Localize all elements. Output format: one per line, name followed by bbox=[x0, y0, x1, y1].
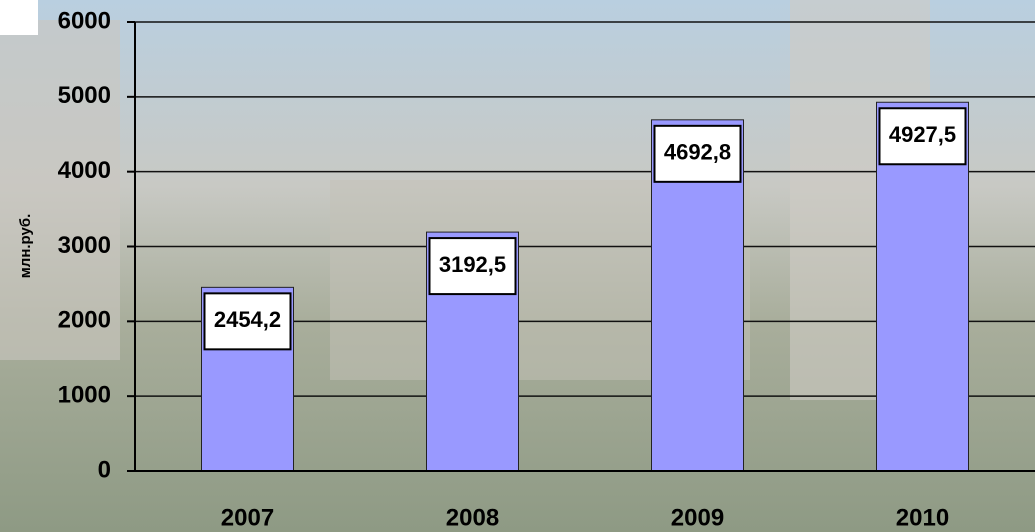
x-tick-label: 2008 bbox=[446, 504, 499, 531]
value-label: 4692,8 bbox=[664, 140, 731, 165]
x-tick-label: 2009 bbox=[671, 504, 724, 531]
chart: млн.руб. 0 1000 2000 3000 4000 5000 6000 2007 24… bbox=[0, 0, 1035, 532]
corner-box bbox=[0, 0, 38, 35]
y-tick-label: 5000 bbox=[58, 82, 111, 109]
value-label: 3192,5 bbox=[439, 252, 506, 277]
y-tick-label: 3000 bbox=[58, 232, 111, 259]
y-tick-label: 4000 bbox=[58, 157, 111, 184]
value-label: 4927,5 bbox=[889, 122, 956, 147]
y-tick-label: 1000 bbox=[58, 382, 111, 409]
y-tick-label: 6000 bbox=[58, 7, 111, 34]
y-tick-label: 0 bbox=[98, 456, 111, 483]
y-tick-label: 2000 bbox=[58, 307, 111, 334]
x-tick-label: 2007 bbox=[221, 504, 274, 531]
value-label: 2454,2 bbox=[214, 307, 281, 332]
x-tick-label: 2010 bbox=[896, 504, 949, 531]
y-axis-label: млн.руб. bbox=[17, 214, 34, 279]
